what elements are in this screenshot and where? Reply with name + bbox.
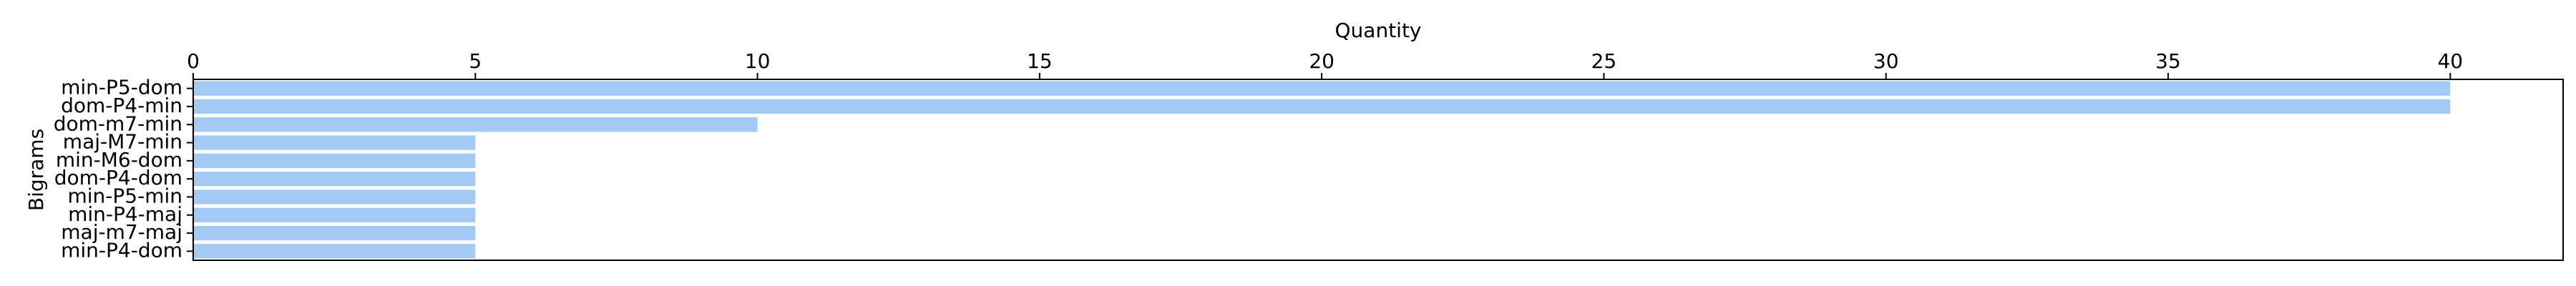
bar-min-P4-maj (193, 207, 476, 222)
bar-min-P4-dom (193, 244, 476, 259)
plot-frame (192, 79, 2564, 261)
bars-group (193, 81, 2451, 259)
y-tick-label: dom-P4-dom (54, 166, 182, 189)
x-tick-label: 10 (745, 49, 771, 73)
x-ticks-group: 0 5 10 15 20 25 30 35 40 (187, 49, 2463, 79)
y-tick-label: min-P4-dom (61, 238, 182, 262)
x-tick-label: 0 (187, 49, 200, 73)
bar-min-M6-dom (193, 153, 476, 168)
bar-maj-m7-maj (193, 225, 476, 241)
y-axis-title: Bigrams (24, 129, 48, 211)
y-tick-label: maj-m7-maj (61, 220, 182, 244)
y-tick-label: min-P4-maj (68, 202, 182, 226)
y-tick-label: dom-P4-min (61, 94, 182, 117)
bar-min-P5-dom (193, 81, 2451, 96)
bar-dom-P4-dom (193, 172, 476, 187)
x-tick-label: 35 (2155, 49, 2181, 73)
x-tick-label: 5 (469, 49, 482, 73)
y-tick-label: min-M6-dom (56, 148, 182, 172)
x-tick-label: 30 (1873, 49, 1899, 73)
bar-maj-M7-min (193, 135, 476, 150)
bar-min-P5-min (193, 189, 476, 204)
bar-dom-P4-min (193, 99, 2451, 114)
bar-dom-m7-min (193, 117, 758, 132)
x-tick-label: 15 (1027, 49, 1053, 73)
x-tick-label: 40 (2437, 49, 2463, 73)
x-tick-label: 20 (1309, 49, 1335, 73)
y-tick-label: min-P5-min (67, 184, 182, 207)
y-tick-label: maj-M7-min (63, 130, 182, 154)
y-tick-label: dom-m7-min (54, 112, 182, 135)
x-tick-label: 25 (1591, 49, 1617, 73)
y-ticks-group: min-P5-domdom-P4-mindom-m7-minmaj-M7-min… (54, 76, 193, 262)
x-axis-title: Quantity (1335, 19, 1422, 42)
y-tick-label: min-P5-dom (61, 76, 182, 99)
